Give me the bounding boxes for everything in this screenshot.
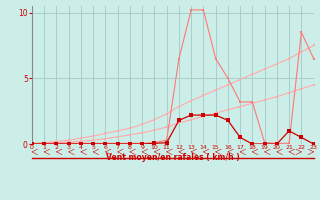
X-axis label: Vent moyen/en rafales ( km/h ): Vent moyen/en rafales ( km/h ) bbox=[106, 153, 240, 162]
